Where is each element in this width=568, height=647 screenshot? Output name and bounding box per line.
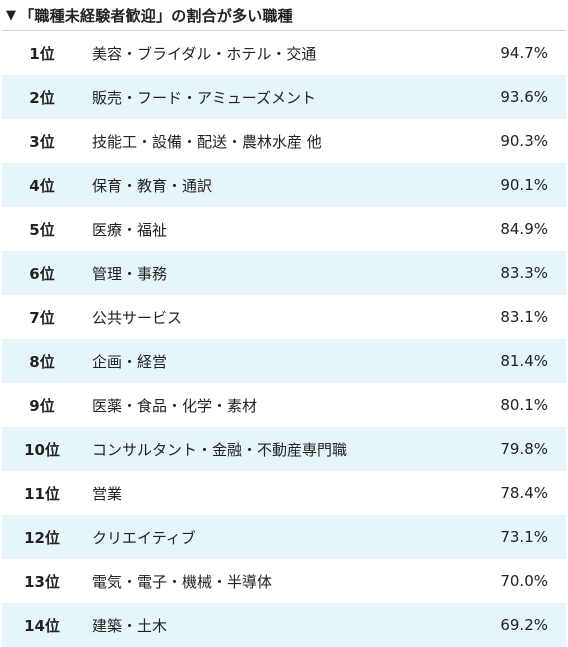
table-row: 8位 企画・経営 81.4% [2,339,566,383]
table-row: 11位 営業 78.4% [2,471,566,515]
table-row: 3位 技能工・設備・配送・農林水産 他 90.3% [2,119,566,163]
triangle-down-icon: ▼ [6,7,17,23]
job-category-cell: 医薬・食品・化学・素材 [92,396,258,415]
job-category-cell: 技能工・設備・配送・農林水産 他 [92,132,322,151]
table-row: 6位 管理・事務 83.3% [2,251,566,295]
page-title: ▼ 「職種未経験者歓迎」の割合が多い職種 [0,0,568,30]
rank-cell: 9位 [29,396,55,415]
percentage-cell: 93.6% [500,88,548,106]
job-category-cell: 営業 [92,484,123,503]
rank-cell: 13位 [24,572,60,591]
job-category-cell: 公共サービス [92,308,183,327]
job-category-cell: 建築・土木 [92,616,168,635]
job-category-cell: 美容・ブライダル・ホテル・交通 [92,44,317,63]
percentage-cell: 80.1% [500,396,548,414]
percentage-cell: 78.4% [500,484,548,502]
table-row: 4位 保育・教育・通訳 90.1% [2,163,566,207]
percentage-cell: 83.3% [500,264,548,282]
rank-cell: 8位 [29,352,55,371]
percentage-cell: 94.7% [500,44,548,62]
table-row: 1位 美容・ブライダル・ホテル・交通 94.7% [2,31,566,75]
rank-cell: 1位 [29,44,55,63]
percentage-cell: 83.1% [500,308,548,326]
table-row: 14位 建築・土木 69.2% [2,603,566,647]
job-category-cell: 管理・事務 [92,264,168,283]
table-row: 9位 医薬・食品・化学・素材 80.1% [2,383,566,427]
percentage-cell: 90.3% [500,132,548,150]
percentage-cell: 70.0% [500,572,548,590]
rank-cell: 12位 [24,528,60,547]
percentage-cell: 73.1% [500,528,548,546]
percentage-cell: 84.9% [500,220,548,238]
rank-cell: 11位 [24,484,60,503]
table-row: 2位 販売・フード・アミューズメント 93.6% [2,75,566,119]
rank-cell: 7位 [29,308,55,327]
job-category-cell: クリエイティブ [92,528,196,547]
rank-cell: 4位 [29,176,55,195]
table-row: 13位 電気・電子・機械・半導体 70.0% [2,559,566,603]
table-row: 12位 クリエイティブ 73.1% [2,515,566,559]
job-category-cell: 企画・経営 [92,352,168,371]
job-category-cell: 販売・フード・アミューズメント [92,88,316,107]
rank-cell: 10位 [24,440,60,459]
rank-cell: 2位 [29,88,55,107]
percentage-cell: 79.8% [500,440,548,458]
job-category-cell: 電気・電子・機械・半導体 [92,572,273,591]
ranking-table: 1位 美容・ブライダル・ホテル・交通 94.7% 2位 販売・フード・アミューズ… [2,30,566,647]
job-category-cell: 保育・教育・通訳 [92,176,213,195]
rank-cell: 5位 [29,220,55,239]
rank-cell: 14位 [24,616,60,635]
table-row: 10位 コンサルタント・金融・不動産専門職 79.8% [2,427,566,471]
percentage-cell: 69.2% [500,616,548,634]
percentage-cell: 81.4% [500,352,548,370]
job-category-cell: 医療・福祉 [92,220,168,239]
percentage-cell: 90.1% [500,176,548,194]
rank-cell: 3位 [29,132,55,151]
table-row: 5位 医療・福祉 84.9% [2,207,566,251]
rank-cell: 6位 [29,264,55,283]
page-title-text: 「職種未経験者歓迎」の割合が多い職種 [19,6,293,25]
table-row: 7位 公共サービス 83.1% [2,295,566,339]
job-category-cell: コンサルタント・金融・不動産専門職 [92,440,348,459]
